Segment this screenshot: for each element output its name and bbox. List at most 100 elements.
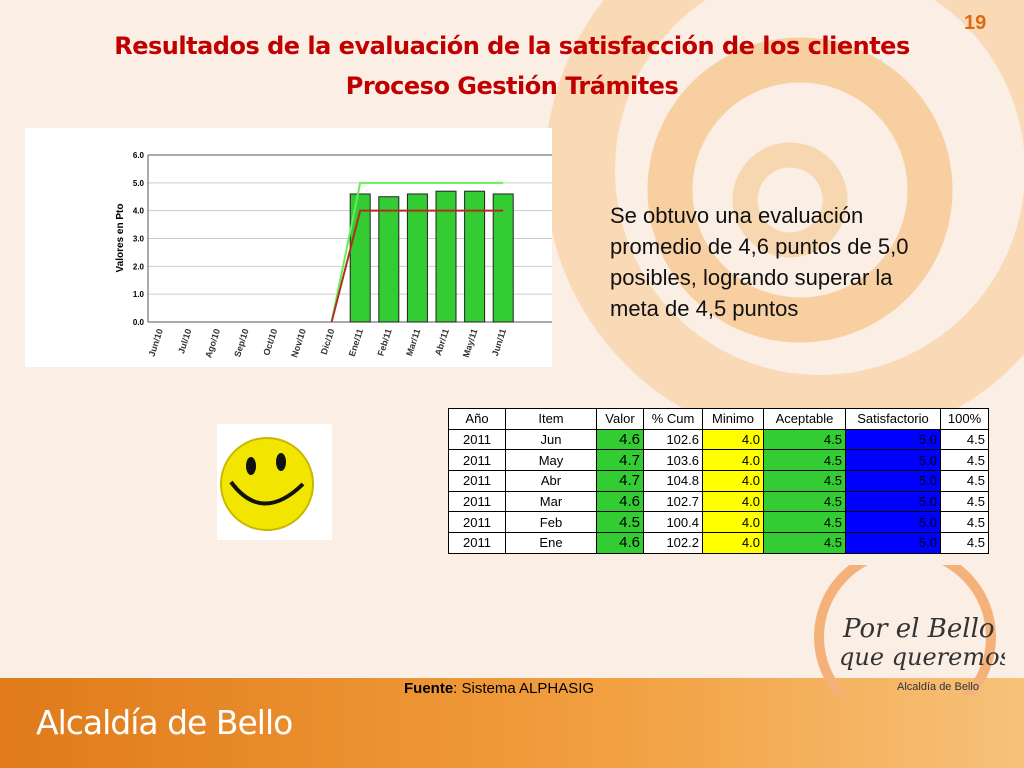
table-cell: 4.0 (702, 428, 764, 451)
x-tick-label: Nov/10 (289, 328, 308, 359)
table-cell: 5.0 (845, 511, 941, 534)
y-tick-label: 0.0 (133, 318, 145, 327)
y-tick-label: 4.0 (133, 207, 145, 216)
header-cell: Satisfactorio (845, 408, 941, 430)
bar (435, 190, 457, 323)
y-axis-label: Valores en Pto (115, 204, 126, 273)
x-tick-label: Sep/10 (232, 328, 250, 359)
summary-line: meta de 4,5 puntos (610, 296, 799, 321)
table-cell: 4.5 (763, 532, 846, 554)
table-cell: 4.5 (763, 490, 846, 513)
logo: Por el Bello que queremos Alcaldía de Be… (814, 565, 1005, 695)
table-cell: 4.0 (702, 511, 764, 534)
x-tick-label: Ago/10 (203, 328, 222, 360)
table-cell: 4.5 (596, 511, 644, 534)
table-cell: 4.6 (596, 428, 644, 451)
chart: Valores en Pto 0.0 1.0 2.0 3.0 4.0 5.0 6.0 Jun/… (25, 128, 552, 367)
header-cell: Aceptable (763, 408, 846, 430)
table-cell: 2011 (448, 449, 506, 472)
table-cell: Jun (505, 428, 597, 451)
swirl-arc (647, 37, 953, 343)
summary: Se obtuvo una evaluación promedio de 4,6… (610, 200, 908, 324)
table-cell: 4.0 (702, 532, 764, 554)
table-row: 2011 Ene 4.6 102.2 4.0 4.5 5.0 4.5 (448, 532, 989, 554)
table-cell: 4.5 (763, 449, 846, 472)
table-row: 2011 Abr 4.7 104.8 4.0 4.5 5.0 4.5 (448, 470, 989, 492)
table-cell: 2011 (448, 470, 506, 492)
table-cell: 4.5 (763, 511, 846, 534)
table-cell: 5.0 (845, 449, 941, 472)
table-cell: 5.0 (845, 470, 941, 492)
y-tick-label: 6.0 (133, 151, 145, 160)
table-cell: Ene (505, 532, 597, 554)
table-cell: 5.0 (845, 532, 941, 554)
table-cell: 2011 (448, 511, 506, 534)
table-cell: 4.5 (940, 470, 989, 492)
title-line: Resultados de la evaluación de la satisf… (114, 32, 910, 60)
smiley-mouth (229, 480, 305, 506)
y-tick-label: 5.0 (133, 179, 145, 188)
table-cell: 4.5 (940, 428, 989, 451)
table-cell: 104.8 (643, 470, 703, 492)
table-cell: 102.7 (643, 490, 703, 513)
logo-ring (814, 565, 996, 695)
smiley-image (217, 424, 332, 540)
x-tick-label: Dic/10 (319, 328, 337, 356)
header-cell: Minimo (702, 408, 764, 430)
swirl-arc (732, 142, 848, 258)
table-cell: 4.5 (940, 532, 989, 554)
line (330, 209, 504, 323)
table-cell: Mar (505, 490, 597, 513)
table-cell: 4.0 (702, 470, 764, 492)
line (330, 181, 504, 323)
table-cell: 4.7 (596, 449, 644, 472)
table-row: 2011 Jun 4.6 102.6 4.0 4.5 5.0 4.5 (448, 428, 989, 451)
table-cell: 4.5 (763, 428, 846, 451)
table-header-row: Año Item Valor% Cum Minimo Aceptable Satisfac… (448, 408, 989, 430)
logo-line: Por el Bello (842, 614, 995, 644)
y-tick-label: 1.0 (133, 290, 145, 299)
source: Fuente: Sistema ALPHASIG (404, 680, 594, 697)
smiley-eye (246, 457, 256, 475)
logo-line: Alcaldía de Bello (897, 681, 979, 693)
y-tick-label: 3.0 (133, 235, 145, 244)
table-cell: 4.5 (940, 490, 989, 513)
y-tick-label: 2.0 (133, 262, 145, 271)
table-cell: Feb (505, 511, 597, 534)
summary-line: Se obtuvo una evaluación (610, 203, 864, 228)
table-row: 2011 Mar 4.6 102.7 4.0 4.5 5.0 4.5 (448, 490, 989, 513)
x-tick-label: Jun/11 (490, 328, 508, 358)
table-cell: 4.7 (596, 470, 644, 492)
table-cell: 4.5 (940, 511, 989, 534)
table-cell: 103.6 (643, 449, 703, 472)
table-cell: 4.6 (596, 532, 644, 554)
bar (492, 193, 514, 323)
table-cell: 4.0 (702, 490, 764, 513)
table-cell: 2011 (448, 490, 506, 513)
summary-line: promedio de 4,6 puntos de 5,0 (610, 234, 909, 259)
table-cell: 4.5 (763, 470, 846, 492)
summary-line: posibles, logrando superar la (610, 265, 893, 290)
header-cell: Valor (596, 408, 644, 430)
header-cell: Año (448, 408, 506, 430)
table-cell: May (505, 449, 597, 472)
logo-line: que queremos (839, 643, 1005, 671)
x-tick-label: Ene/11 (347, 328, 365, 358)
table-cell: 5.0 (845, 428, 941, 451)
header-cell: Item (505, 408, 597, 430)
x-tick-label: Abr/11 (433, 328, 451, 357)
footer-band (0, 678, 1024, 768)
x-tick-label: Feb/11 (376, 328, 394, 358)
bar (378, 196, 400, 323)
source-label: Fuente (404, 680, 454, 697)
table-cell: 102.6 (643, 428, 703, 451)
data-table: Año Item Valor% Cum Minimo Aceptable Satisfac… (448, 408, 989, 554)
x-tick-label: May/11 (461, 328, 480, 359)
table-cell: 102.2 (643, 532, 703, 554)
x-tick-label: Jul/10 (176, 328, 193, 355)
table-cell: 4.6 (596, 490, 644, 513)
table-cell: 5.0 (845, 490, 941, 513)
source-text: : Sistema ALPHASIG (453, 680, 595, 697)
table-row: 2011 Feb 4.5 100.4 4.0 4.5 5.0 4.5 (448, 511, 989, 534)
bar (349, 193, 371, 323)
